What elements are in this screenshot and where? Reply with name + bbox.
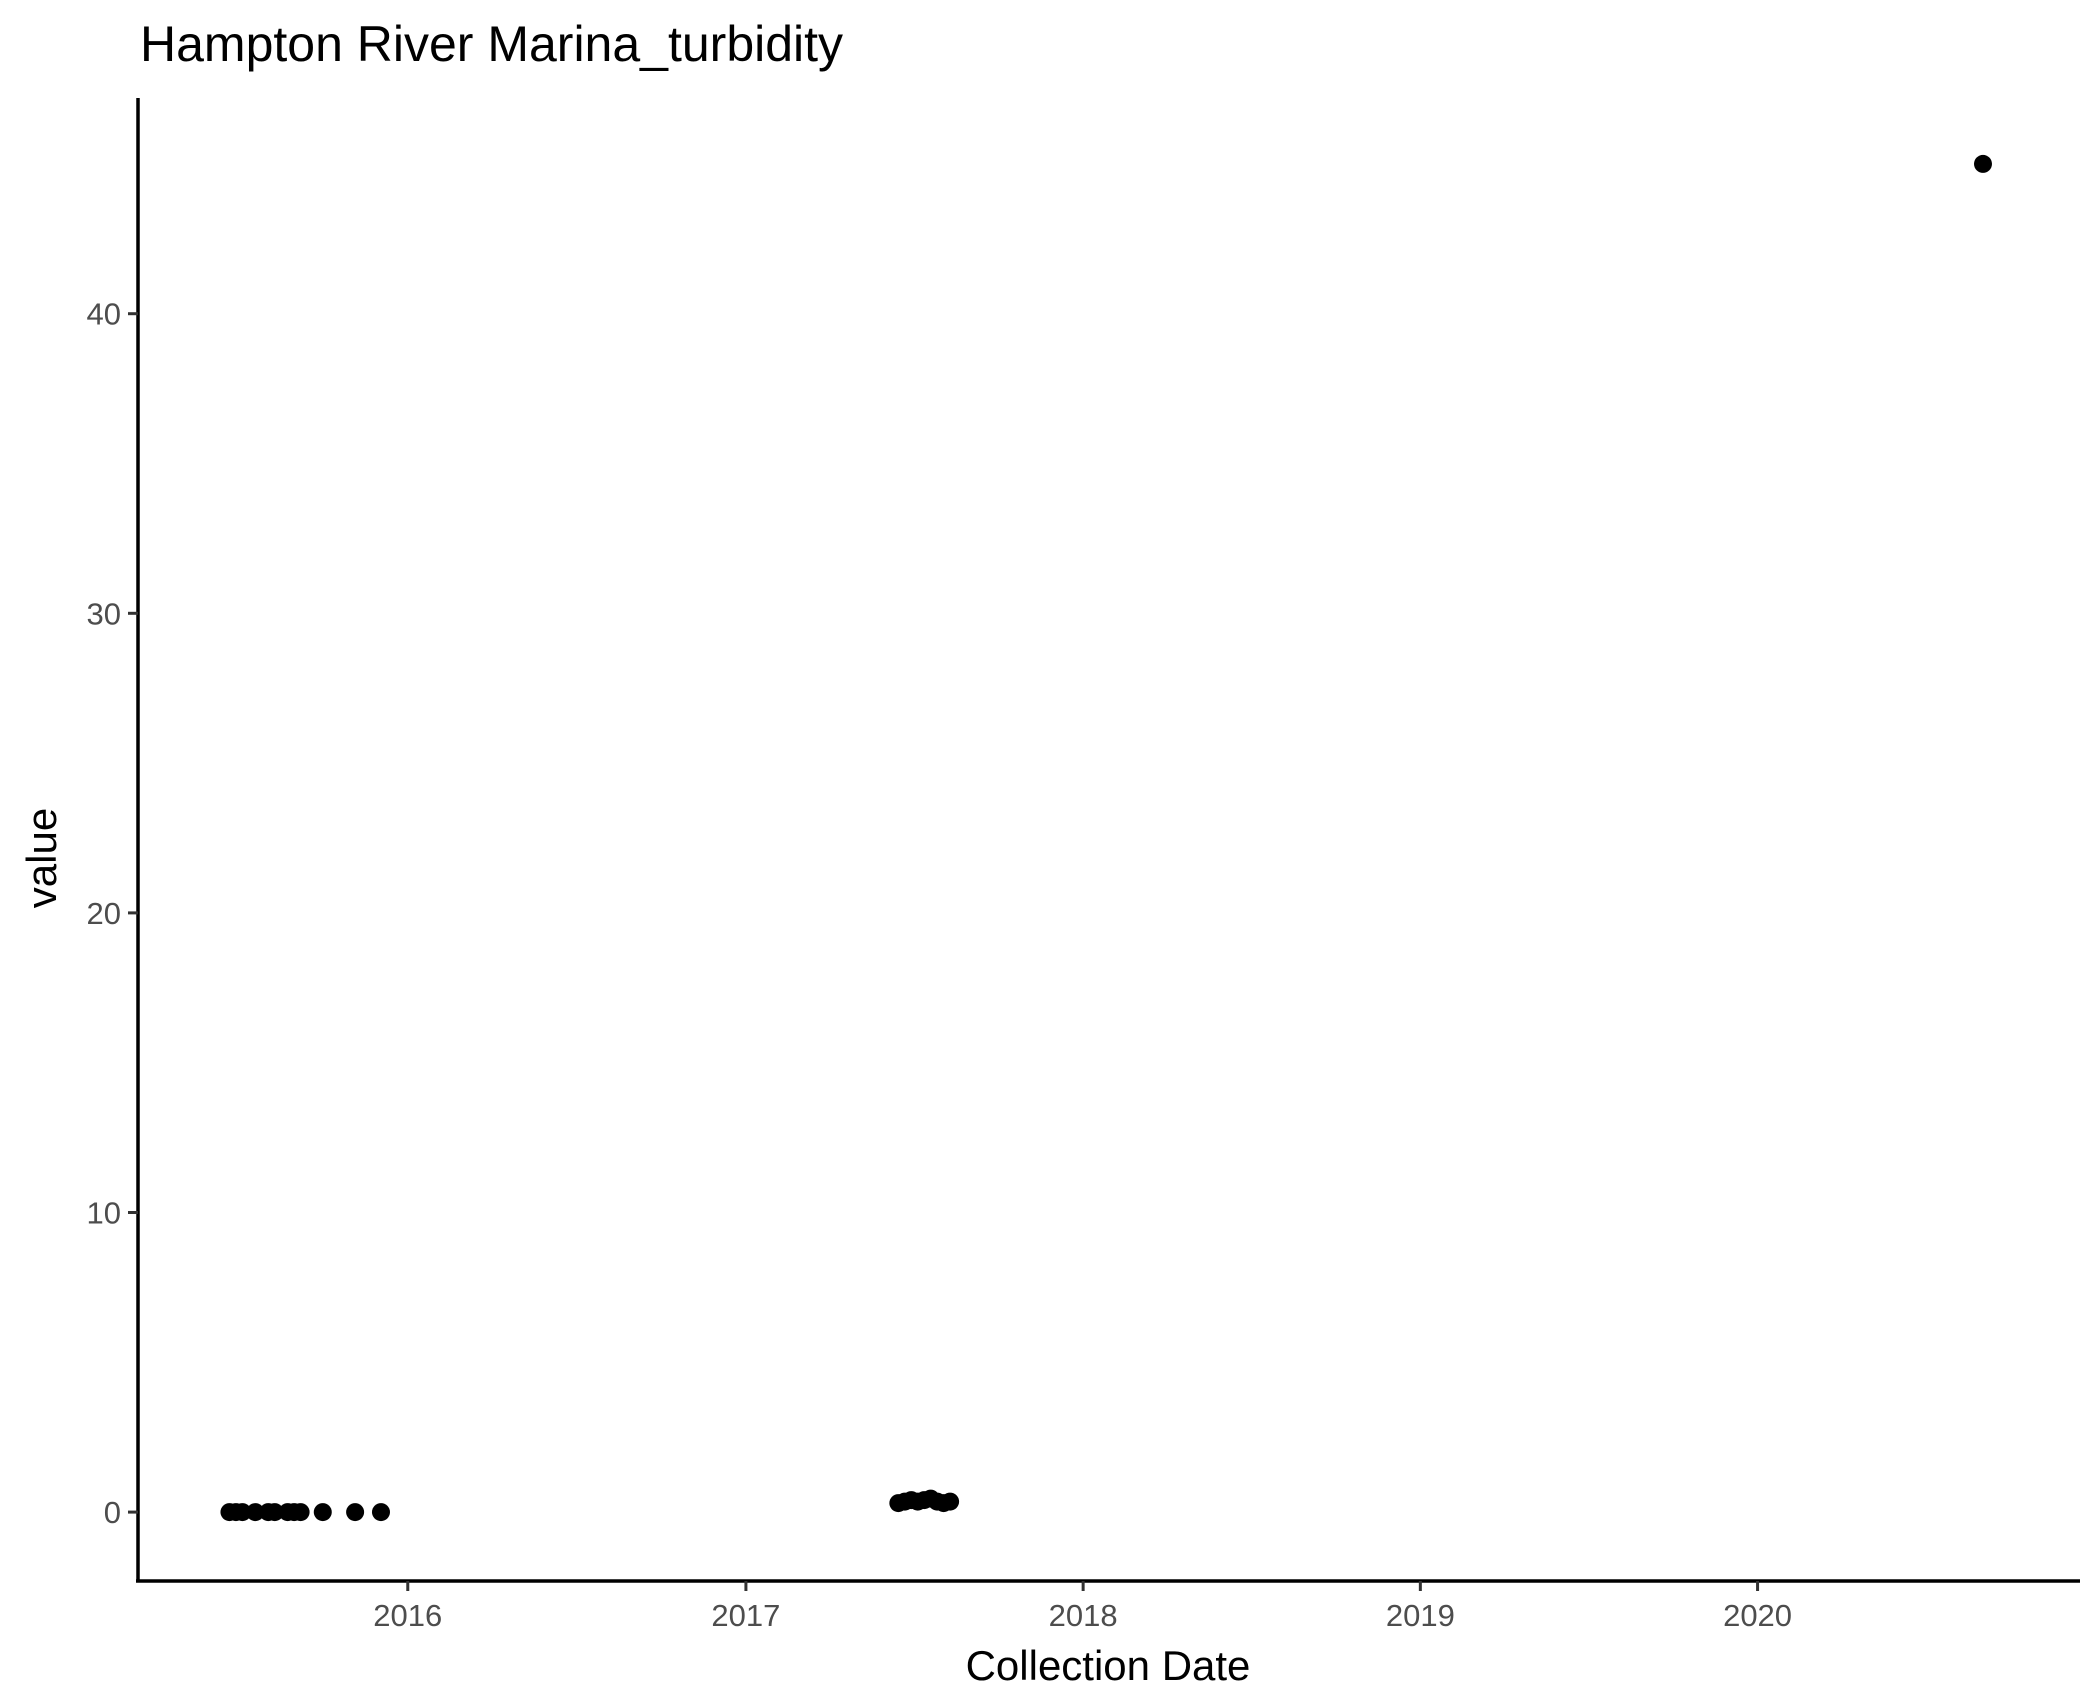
y-tick-label: 0 bbox=[104, 1495, 121, 1530]
x-tick-label: 2017 bbox=[711, 1598, 780, 1633]
data-point bbox=[941, 1492, 960, 1511]
y-axis-title: value bbox=[18, 808, 65, 908]
chart-title: Hampton River Marina_turbidity bbox=[140, 16, 843, 72]
data-points bbox=[220, 154, 1992, 1522]
y-axis-ticks: 0 10 20 30 40 bbox=[87, 297, 138, 1530]
data-point bbox=[346, 1503, 365, 1522]
y-tick-label: 30 bbox=[87, 596, 121, 631]
data-point bbox=[265, 1503, 284, 1522]
x-axis-title: Collection Date bbox=[966, 1642, 1251, 1689]
data-point bbox=[233, 1503, 252, 1522]
data-point bbox=[1973, 154, 1992, 173]
x-tick-label: 2018 bbox=[1049, 1598, 1118, 1633]
y-tick-label: 20 bbox=[87, 896, 121, 931]
x-tick-label: 2019 bbox=[1386, 1598, 1455, 1633]
x-tick-label: 2016 bbox=[373, 1598, 442, 1633]
data-point bbox=[291, 1503, 310, 1522]
y-tick-label: 10 bbox=[87, 1195, 121, 1230]
data-point bbox=[313, 1503, 332, 1522]
data-point bbox=[246, 1503, 265, 1522]
x-tick-label: 2020 bbox=[1723, 1598, 1792, 1633]
y-tick-label: 40 bbox=[87, 297, 121, 332]
x-axis-ticks: 2016 2017 2018 2019 2020 bbox=[373, 1581, 1792, 1633]
data-point bbox=[371, 1503, 390, 1522]
